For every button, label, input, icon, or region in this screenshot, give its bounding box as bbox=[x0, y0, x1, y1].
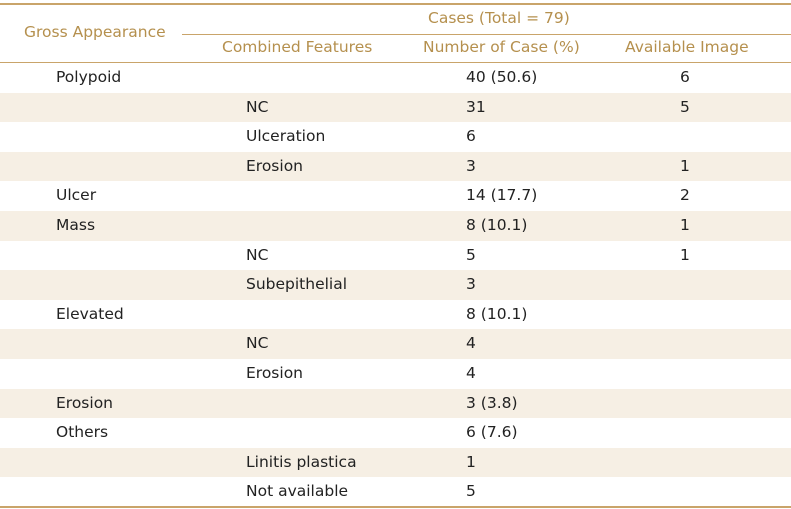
cell-number-of-case: 8 (10.1) bbox=[466, 215, 528, 234]
cell-gross-appearance: Others bbox=[56, 423, 109, 442]
cell-available-image: 6 bbox=[680, 68, 690, 86]
cell-combined-features: NC bbox=[246, 245, 269, 264]
header-subrule bbox=[182, 34, 791, 35]
cell-combined-features: Erosion bbox=[246, 156, 303, 175]
table-row: Erosion 3 1 bbox=[0, 151, 791, 182]
table-row: Mass 8 (10.1) 1 bbox=[0, 210, 791, 241]
table-row: Erosion 3 (3.8) bbox=[0, 388, 791, 419]
table-row: Polypoid 40 (50.6) 6 bbox=[0, 63, 791, 93]
table-row: Erosion 4 bbox=[0, 359, 791, 389]
table-row: Ulceration 6 bbox=[0, 122, 791, 152]
table-row: NC 31 5 bbox=[0, 92, 791, 123]
header-available-image: Available Image bbox=[625, 38, 749, 56]
cell-combined-features: NC bbox=[246, 334, 269, 353]
header-bottom-rule bbox=[0, 62, 791, 63]
header-number-of-case: Number of Case (%) bbox=[423, 38, 580, 56]
cell-number-of-case: 1 bbox=[466, 452, 476, 471]
cell-combined-features: NC bbox=[246, 97, 269, 116]
cell-number-of-case: 31 bbox=[466, 97, 486, 116]
cell-combined-features: Subepithelial bbox=[246, 275, 348, 294]
table-bottom-rule bbox=[0, 506, 791, 508]
cell-number-of-case: 40 (50.6) bbox=[466, 68, 538, 86]
header-gross-appearance: Gross Appearance bbox=[24, 23, 166, 41]
cell-combined-features: Erosion bbox=[246, 363, 303, 382]
cell-available-image: 2 bbox=[680, 186, 690, 205]
cell-number-of-case: 4 bbox=[466, 334, 476, 353]
header-cases-total: Cases (Total = 79) bbox=[428, 9, 570, 27]
cell-number-of-case: 3 (3.8) bbox=[466, 393, 518, 412]
table-row: NC 5 1 bbox=[0, 241, 791, 271]
table-row: Linitis plastica 1 bbox=[0, 447, 791, 478]
table-row: Not available 5 bbox=[0, 477, 791, 507]
cell-number-of-case: 6 (7.6) bbox=[466, 423, 518, 442]
cell-combined-features: Linitis plastica bbox=[246, 452, 357, 471]
table-row: Subepithelial 3 bbox=[0, 270, 791, 300]
cell-combined-features: Not available bbox=[246, 482, 349, 501]
table-top-rule bbox=[0, 3, 791, 5]
table-row: Elevated 8 (10.1) bbox=[0, 300, 791, 330]
cell-available-image: 1 bbox=[680, 245, 690, 264]
table-row: Others 6 (7.6) bbox=[0, 418, 791, 448]
header-combined-features: Combined Features bbox=[222, 38, 373, 56]
cell-gross-appearance: Erosion bbox=[56, 393, 113, 412]
cell-available-image: 1 bbox=[680, 156, 690, 175]
cell-available-image: 5 bbox=[680, 97, 690, 116]
cell-available-image: 1 bbox=[680, 215, 690, 234]
table-row: NC 4 bbox=[0, 329, 791, 359]
cell-number-of-case: 4 bbox=[466, 363, 476, 382]
cell-number-of-case: 3 bbox=[466, 275, 476, 294]
cell-combined-features: Ulceration bbox=[246, 127, 326, 146]
cell-number-of-case: 3 bbox=[466, 156, 476, 175]
table-row: Ulcer 14 (17.7) 2 bbox=[0, 181, 791, 211]
cell-gross-appearance: Mass bbox=[56, 215, 96, 234]
cell-number-of-case: 6 bbox=[466, 127, 476, 146]
cell-gross-appearance: Polypoid bbox=[56, 68, 122, 86]
cell-number-of-case: 5 bbox=[466, 245, 476, 264]
cell-gross-appearance: Ulcer bbox=[56, 186, 97, 205]
cell-gross-appearance: Elevated bbox=[56, 304, 124, 323]
cell-number-of-case: 5 bbox=[466, 482, 476, 501]
cell-number-of-case: 8 (10.1) bbox=[466, 304, 528, 323]
cell-number-of-case: 14 (17.7) bbox=[466, 186, 538, 205]
table-body: Polypoid 40 (50.6) 6 NC 31 5 Ulceration … bbox=[0, 63, 791, 507]
